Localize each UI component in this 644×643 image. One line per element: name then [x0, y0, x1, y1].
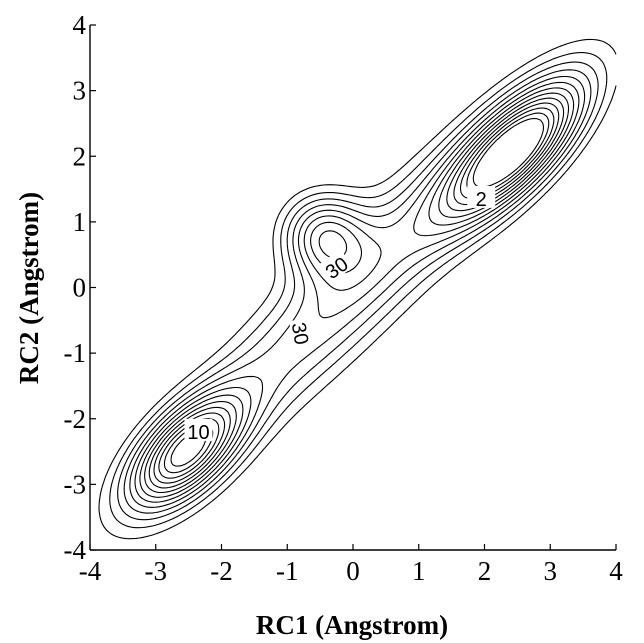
x-tick-label: 4 [609, 556, 623, 586]
contour-level [144, 92, 570, 494]
contour-level [134, 81, 580, 503]
contour-value-label: 30 [322, 253, 353, 284]
contour-value-label: 2 [476, 189, 487, 211]
y-tick-label: 3 [73, 76, 87, 106]
x-tick-label: -4 [79, 556, 102, 586]
contour-level [158, 107, 555, 479]
x-tick-label: 1 [412, 556, 426, 586]
contour-level [117, 61, 599, 521]
contour-level [148, 97, 565, 489]
axes: -4 -3 -2 -1 0 1 2 3 4 -4 -3 -2 -1 0 1 2 3 4 [64, 10, 624, 586]
contour-label-mask [184, 418, 213, 441]
y-tick-label: -2 [64, 404, 87, 434]
contour-level [98, 38, 617, 540]
x-tick-label: -1 [276, 556, 299, 586]
contour-label-mask [467, 185, 496, 208]
x-tick-label: 0 [346, 556, 360, 586]
x-tick-label: 2 [478, 556, 492, 586]
contour-label-mask [289, 317, 316, 349]
contour-label-mask [317, 249, 354, 284]
y-tick-label: -4 [64, 535, 87, 565]
y-tick-label: 4 [73, 10, 87, 40]
y-tick-label: 1 [73, 207, 87, 237]
x-axis-title: RC1 (Angstrom) [256, 610, 448, 640]
contour-level [139, 87, 575, 498]
contour-level [153, 102, 560, 484]
contour-value-label: 30 [287, 321, 313, 347]
contour-level [170, 117, 545, 467]
contour-value-label: 10 [187, 422, 209, 444]
contour-level [129, 75, 586, 508]
y-tick-label: 0 [73, 273, 87, 303]
y-tick-label: 2 [73, 141, 87, 171]
y-tick-label: -1 [64, 338, 87, 368]
contour-level [163, 112, 550, 474]
y-tick-label: -3 [64, 469, 87, 499]
contour-lines [98, 38, 617, 540]
contour-level [123, 69, 592, 514]
x-tick-label: -3 [145, 556, 168, 586]
x-tick-label: 3 [544, 556, 558, 586]
x-tick-label: -2 [210, 556, 233, 586]
contour-level [109, 52, 608, 529]
y-axis-title: RC2 (Angstrom) [14, 192, 44, 384]
